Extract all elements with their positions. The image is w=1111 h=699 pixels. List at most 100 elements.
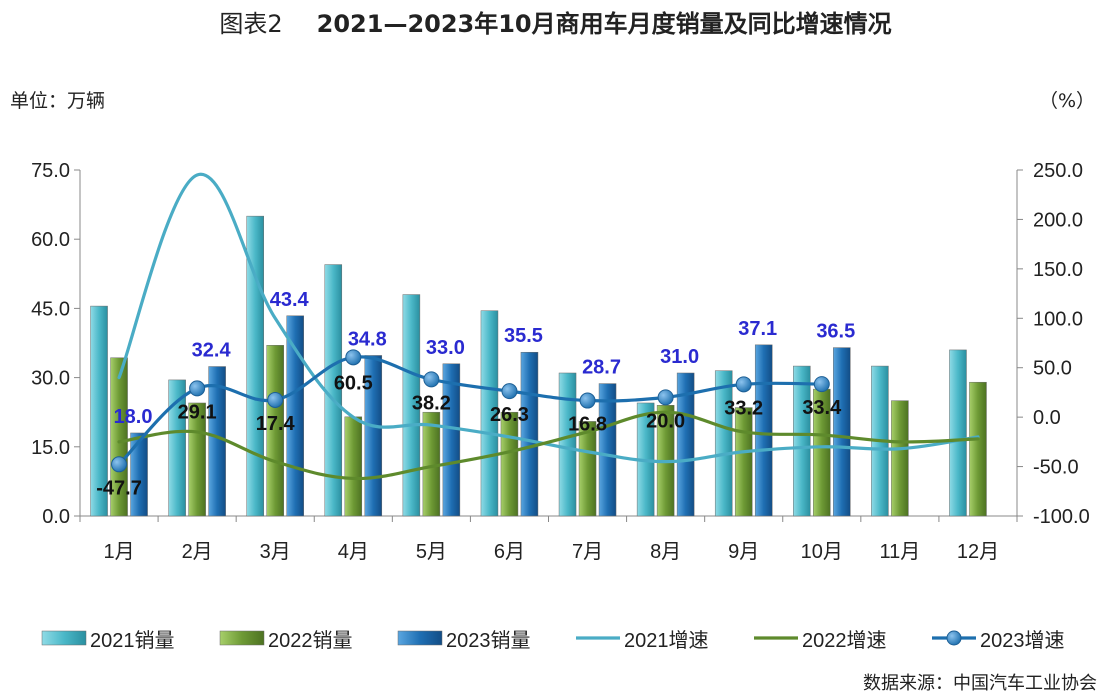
point-2023-growth (735, 376, 752, 393)
point-2023-growth (813, 376, 830, 393)
legend-item-2022-growth-label: 2022增速 (802, 629, 887, 652)
right-axis-tick-label: -50.0 (1033, 457, 1079, 479)
point-2023-growth (189, 380, 206, 397)
left-axis-tick-label: 45.0 (31, 298, 70, 320)
legend-item-2021-sales-swatch (41, 630, 87, 646)
data-label-2023-growth: 60.5 (334, 372, 373, 394)
bar-2023-sales (520, 351, 539, 517)
bar-2022-sales (969, 381, 987, 517)
x-axis-category-label: 6月 (494, 541, 525, 563)
right-axis-tick-label: 0.0 (1033, 407, 1061, 429)
bar-2023-sales (130, 432, 148, 517)
bar-2021-sales (402, 294, 421, 517)
bar-2021-sales (480, 310, 499, 517)
data-label-2023-sales: 34.8 (348, 328, 387, 350)
point-2023-growth (579, 392, 596, 409)
legend-item-2023-sales-swatch (397, 630, 443, 646)
chart-title-main: 2021—2023年10月商用车月度销量及同比增速情况 (316, 10, 892, 38)
bar-2022-sales (344, 416, 363, 517)
data-label-2023-sales: 43.4 (270, 289, 310, 311)
legend-item-2023-growth-marker (946, 630, 962, 646)
x-axis-category-label: 12月 (957, 541, 999, 563)
bar-2021-sales (793, 365, 811, 517)
bar-2021-sales (90, 305, 108, 517)
data-label-2023-sales: 32.4 (192, 340, 232, 362)
bar-2021-sales (246, 215, 264, 517)
data-label-2023-sales: 35.5 (504, 325, 543, 347)
left-axis-unit: 单位：万辆 (10, 90, 106, 112)
data-label-2023-growth: 33.4 (802, 397, 842, 419)
right-axis-tick-label: 100.0 (1033, 308, 1083, 330)
bar-2023-sales (754, 344, 773, 517)
data-source: 数据来源：中国汽车工业协会 (863, 673, 1097, 694)
point-2023-growth (423, 371, 440, 388)
data-label-2023-growth: 17.4 (256, 413, 296, 435)
data-label-2023-sales: 37.1 (738, 318, 777, 340)
legend-item-2021-sales-label: 2021销量 (90, 629, 175, 652)
data-label-2023-growth: 20.0 (646, 410, 685, 432)
data-label-2023-growth: 16.8 (568, 414, 607, 436)
x-axis-category-label: 2月 (182, 541, 213, 563)
data-label-2023-sales: 36.5 (816, 321, 855, 343)
bar-2022-sales (891, 400, 909, 517)
bar-2021-sales (558, 372, 577, 517)
bar-2022-sales (500, 411, 519, 517)
right-axis-tick-label: 250.0 (1033, 160, 1083, 182)
right-axis-unit: （%） (1038, 90, 1095, 112)
bar-2021-sales (168, 379, 186, 517)
legend-item-2023-growth-label: 2023增速 (980, 629, 1065, 652)
legend-item-2022-sales-swatch (219, 630, 265, 646)
data-label-2023-growth: 38.2 (412, 392, 451, 414)
bar-2022-sales (578, 421, 597, 517)
data-labels-layer: 18.0 32.4 43.4 34.8 33.0 35.5 28.7 31.0 37.1 36.5… (96, 289, 855, 500)
bar-2023-sales (833, 347, 851, 517)
left-axis-tick-label: 75.0 (31, 160, 70, 182)
bar-2022-sales (110, 357, 128, 517)
bar-2023-sales (598, 383, 617, 517)
legend: 2021销量 2022销量 2023销量 2021增速 2022增速 2023增速 (41, 629, 1065, 652)
left-axis-tick-label: 60.0 (31, 229, 70, 251)
data-label-2023-growth: -47.7 (96, 477, 142, 499)
data-label-2023-sales: 33.0 (426, 337, 465, 359)
left-axis-tick-label: 15.0 (31, 437, 70, 459)
x-axis-category-label: 9月 (728, 541, 759, 563)
line-2022-growth (117, 410, 980, 481)
x-axis-category-label: 5月 (416, 541, 447, 563)
right-axis-tick-label: 200.0 (1033, 209, 1083, 231)
data-label-2023-growth: 26.3 (490, 404, 529, 426)
combo-chart: 0.0 15.0 30.0 45.0 60.0 75.0 -100.0 -50.0 0.0 50.… (31, 160, 1090, 652)
x-axis-category-label: 10月 (801, 541, 843, 563)
line-2023-growth (117, 355, 824, 466)
line-2021-growth (117, 172, 980, 464)
x-axis-category-label: 8月 (650, 541, 681, 563)
bar-2021-sales (714, 370, 733, 517)
x-axis-category-label: 11月 (879, 541, 920, 563)
right-axis-tick-label: 50.0 (1033, 358, 1072, 380)
legend-item-2023-sales-label: 2023销量 (446, 629, 531, 652)
bar-2023-sales (676, 372, 695, 517)
bar-2022-sales (266, 345, 284, 517)
chart-title-tag: 图表2 (219, 10, 283, 38)
data-label-2023-growth: 29.1 (178, 401, 217, 423)
data-label-2023-sales: 18.0 (114, 406, 153, 428)
bar-2023-sales (442, 363, 461, 517)
axes-layer: 0.0 15.0 30.0 45.0 60.0 75.0 -100.0 -50.0 0.0 50.… (31, 160, 1090, 563)
legend-item-2021-growth-label: 2021增速 (624, 629, 709, 652)
lines-layer (111, 172, 980, 481)
legend-item-2022-sales-label: 2022销量 (268, 629, 353, 652)
point-2023-growth (501, 383, 518, 400)
left-axis-tick-label: 0.0 (42, 506, 70, 528)
bar-2022-sales (734, 407, 753, 517)
point-2023-growth (345, 349, 362, 366)
chart-title: 图表2 2021—2023年10月商用车月度销量及同比增速情况 (0, 4, 1111, 39)
x-axis-category-label: 7月 (572, 541, 603, 563)
x-axis-category-label: 4月 (338, 541, 369, 563)
data-label-2023-sales: 28.7 (582, 357, 621, 379)
x-axis-category-label: 3月 (260, 541, 291, 563)
data-label-2023-sales: 31.0 (660, 346, 699, 368)
bars-layer (90, 215, 987, 517)
right-axis-tick-label: -100.0 (1033, 506, 1090, 528)
x-axis-category-label: 1月 (103, 541, 134, 563)
bar-2021-sales (949, 349, 967, 517)
